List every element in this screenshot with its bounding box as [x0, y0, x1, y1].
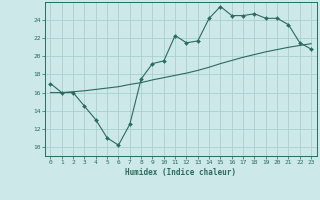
X-axis label: Humidex (Indice chaleur): Humidex (Indice chaleur)	[125, 168, 236, 177]
